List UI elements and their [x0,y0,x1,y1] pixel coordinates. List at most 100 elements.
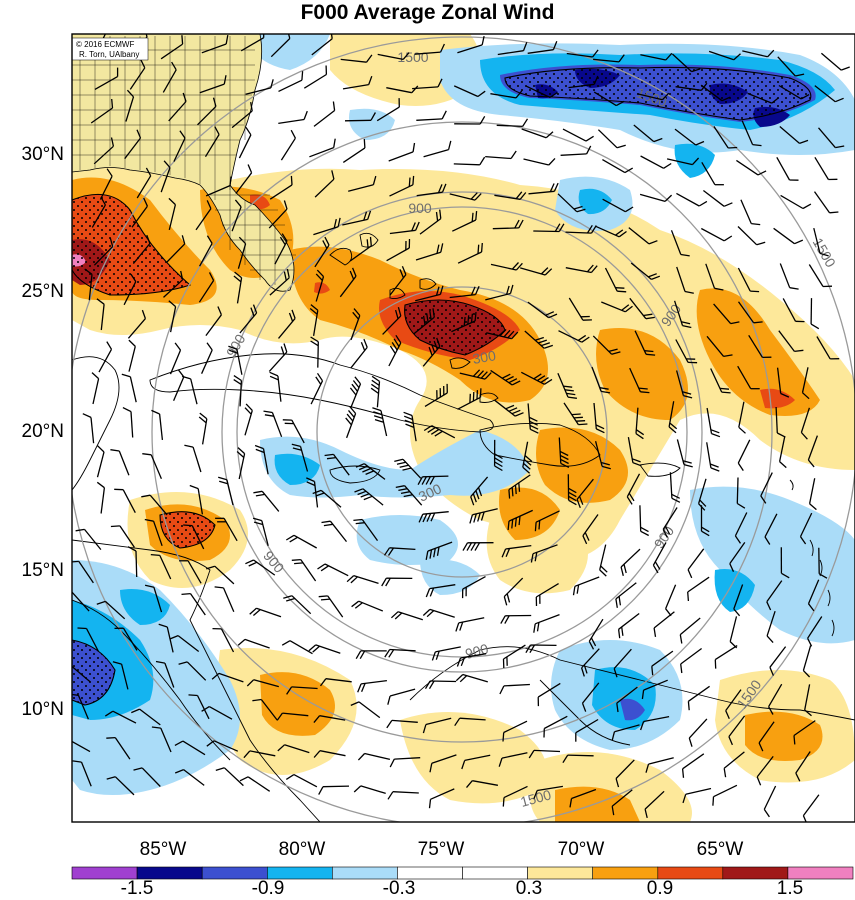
lat-label-10: 10°N [22,699,64,720]
wind-barb-feather [616,703,619,713]
wind-barb [733,584,744,610]
wind-barb [239,380,243,407]
wind-barb-feather [301,71,304,81]
wind-barb-feather [511,409,521,415]
wind-barb-feather [581,336,590,343]
wind-barb-feather [766,635,774,644]
wind-barb-feather [635,429,645,436]
wind-barb-feather [621,626,624,636]
wind-barb [435,646,461,653]
wind-barb-feather [233,375,242,382]
wind-barb-feather [472,493,477,503]
wind-barb-feather [687,569,693,579]
wind-barb [662,507,678,530]
wind-barb-feather [421,476,427,485]
wind-barb-feather [345,417,352,426]
wind-barb-feather [652,564,659,574]
wind-barb [282,712,309,717]
wind-barb-feather [756,776,762,786]
wind-barb-feather [714,287,724,291]
wind-barb-feather [357,683,362,693]
wind-barb-feather [96,298,105,305]
wind-barb-feather [835,145,845,149]
wind-barb-feather [373,411,383,416]
wind-barb [139,708,161,726]
wind-barb-feather [564,389,574,392]
ring-label: 300 [471,347,497,367]
wind-barb [261,520,269,546]
wind-barb [127,318,146,339]
wind-barb [708,50,735,61]
wind-barb-feather [472,369,481,377]
wind-barb-feather [461,760,466,770]
wind-barb-feather [769,667,774,676]
credit-box: © 2016 ECMWF R. Torn, UAlbany [72,37,149,61]
wind-barb [342,147,366,163]
wind-barb-feather [399,464,409,468]
wind-barb-feather [618,54,625,63]
lat-label-30: 30°N [22,144,64,165]
ring-600 [236,206,688,658]
wind-barb [779,126,800,144]
wind-barb-feather [355,522,365,525]
wind-barb [738,401,745,428]
wind-barb-feather [362,467,371,473]
wind-barb-feather [146,234,151,244]
wind-barb-feather [585,135,594,142]
wind-barb-feather [283,595,293,599]
wind-barb [386,87,412,94]
wind-barb-feather [809,503,817,511]
wind-barb-feather [494,457,503,464]
wind-barb-feather [529,420,538,426]
wind-barb-feather [687,591,690,602]
wind-barb-feather [252,304,258,314]
wind-barb [799,512,813,537]
wind-barb-feather [318,595,328,598]
wind-barb [462,673,488,683]
wind-barb-feather [684,290,694,294]
wind-barb [235,172,253,194]
lon-label-70: 70°W [558,839,605,860]
wind-barb-feather [281,233,288,242]
wind-barb [635,407,639,434]
wind-barb-feather [514,485,517,495]
wind-barb [72,665,91,683]
wind-barb-feather [333,138,336,148]
wind-barb [503,644,526,660]
wind-barb-feather [440,243,444,253]
wind-barb [104,600,126,620]
wind-barb-feather [719,387,730,390]
wind-barb-feather [558,223,565,232]
wind-barb-feather [560,454,569,461]
wind-barb-feather [211,672,220,680]
wind-barb [508,474,531,491]
wind-barb-feather [429,310,432,320]
wind-barb [112,710,137,724]
wind-barb-feather [456,657,462,667]
wind-barb [389,648,416,652]
wind-barb [747,92,773,104]
wind-barb-feather [608,348,618,353]
wind-barb-feather [626,496,633,505]
wind-barb-feather [780,392,790,398]
wind-barb-feather [645,316,655,320]
wind-barb-feather [233,379,242,385]
wind-barb-feather [72,560,79,563]
wind-barb-feather [229,176,232,186]
wind-barb-feather [359,650,366,660]
wind-barb-feather [723,235,733,242]
wind-barb-feather [643,313,653,317]
wind-barb-feather [481,35,485,46]
wind-barb-feather [480,371,488,379]
wind-barb-feather [538,520,541,530]
wind-barb [119,525,135,548]
wind-barb-feather [324,236,330,246]
wind-barb-feather [349,387,357,396]
wind-barb [813,191,831,214]
wind-barb-feather [522,118,529,127]
wind-barb [675,339,689,363]
wind-barb-feather [357,753,366,761]
wind-barb [124,137,142,160]
wind-barb [192,446,202,473]
wind-barb-feather [206,565,215,570]
